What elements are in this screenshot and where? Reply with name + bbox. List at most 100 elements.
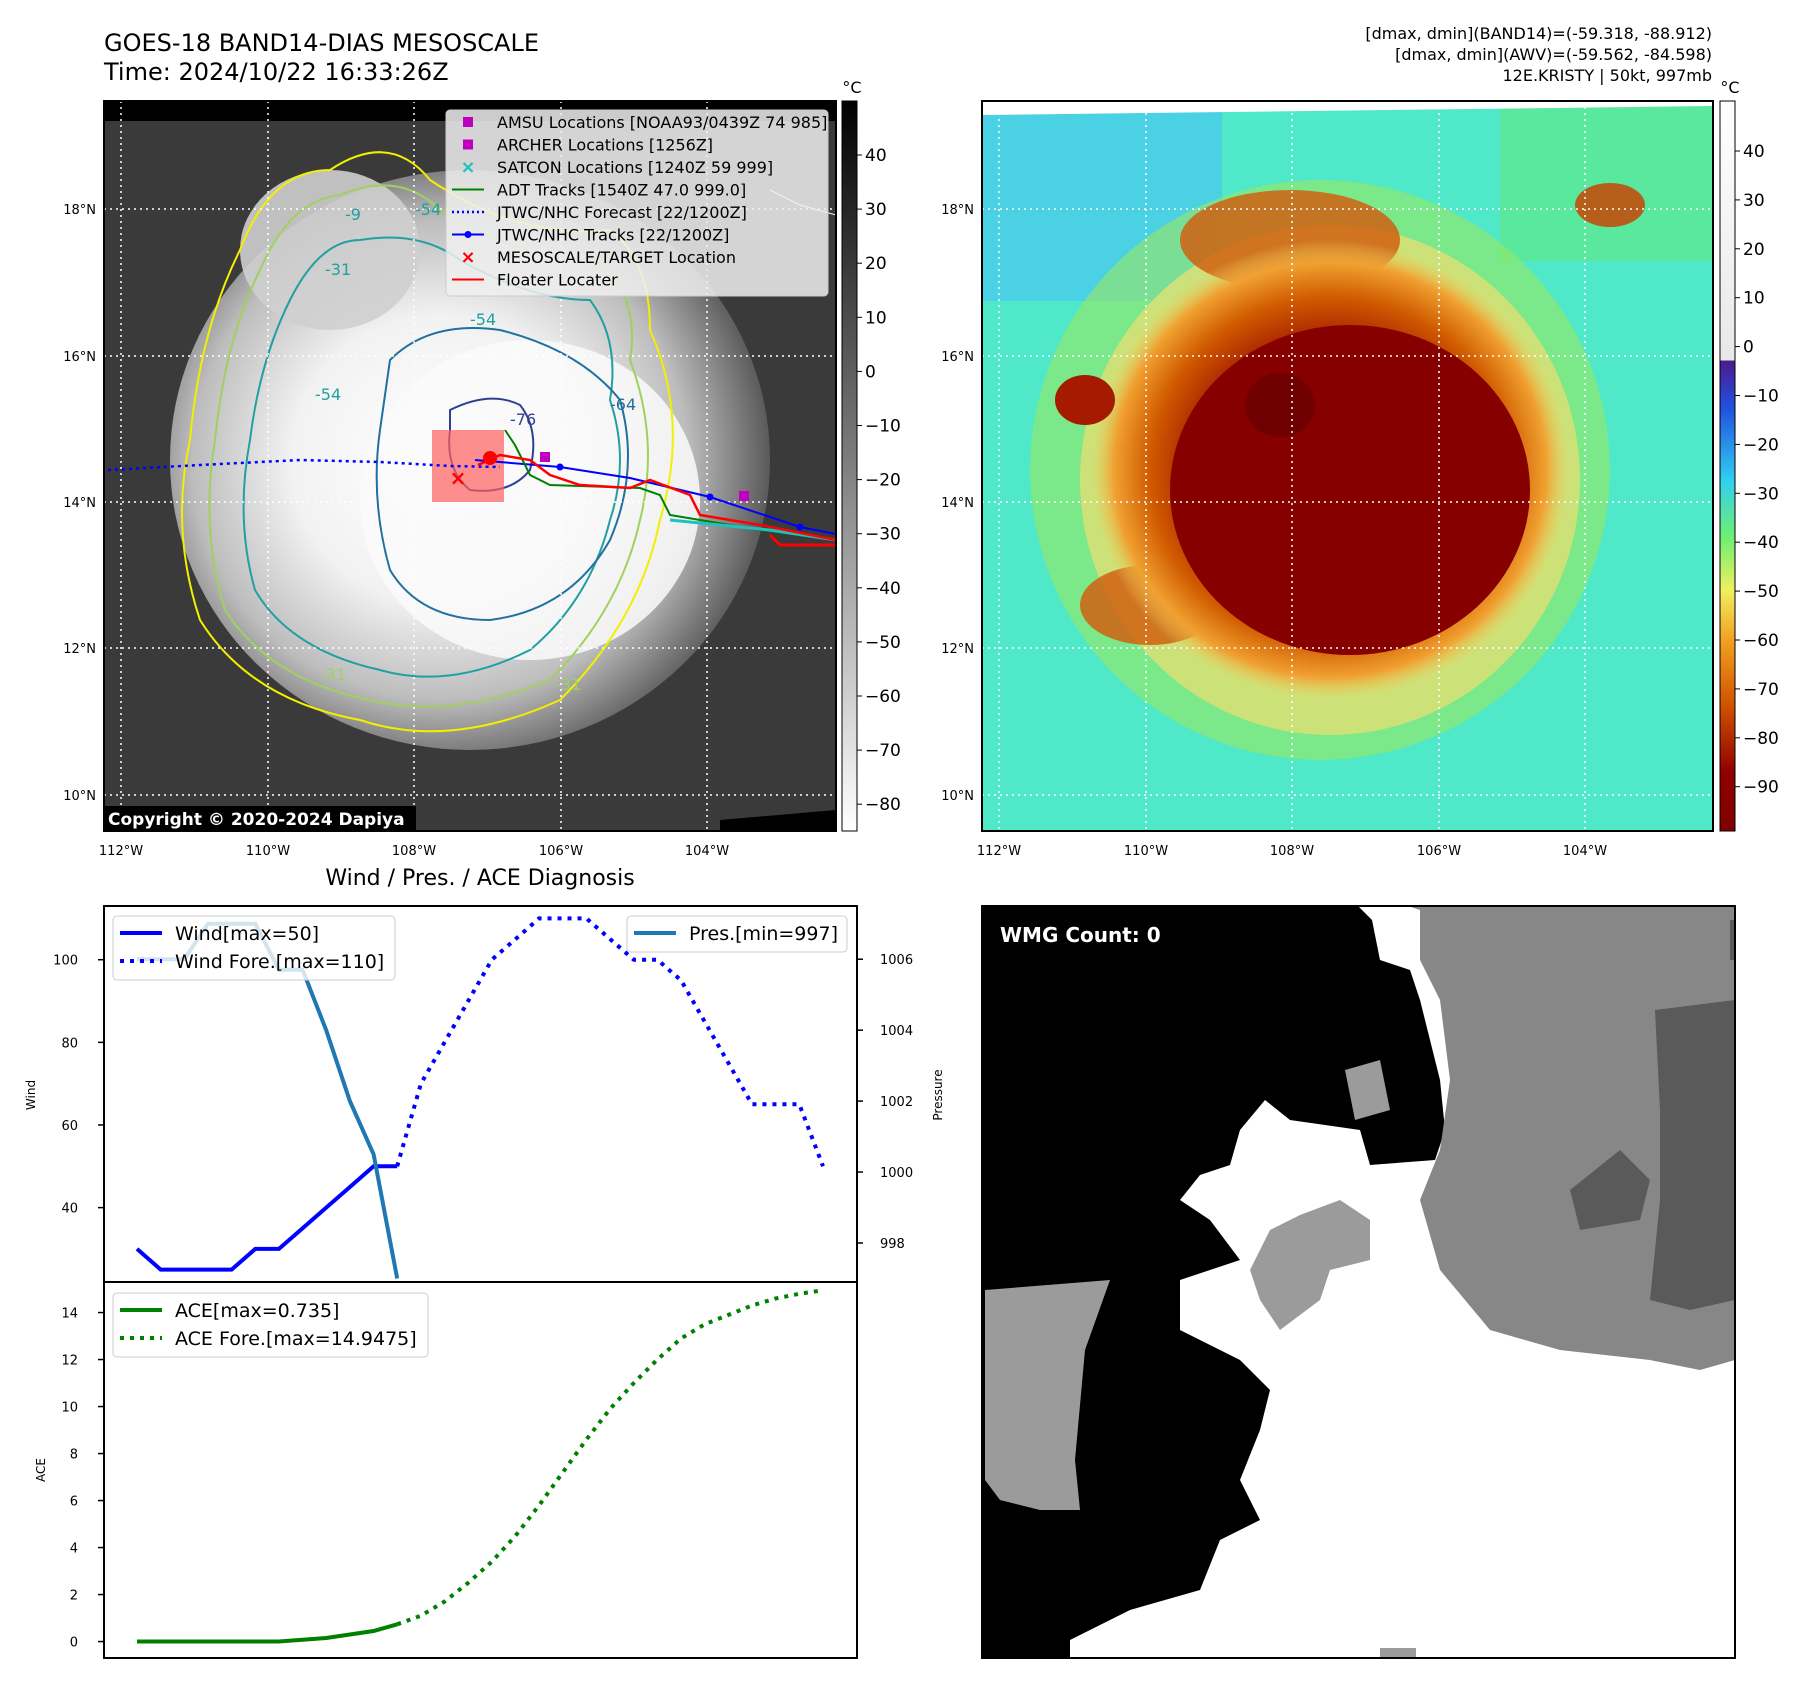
wind-pressure-chart: 40 60 80 100 998 1000 1002 1004 1006 Wind Pressure… [24,905,945,1283]
archer-marker [739,491,749,501]
contour-label: -31 [325,260,351,279]
colorbar-tick-label: −20 [865,471,901,491]
colorbar-tick-label: −20 [1743,435,1779,455]
legend-label: JTWC/NHC Tracks [22/1200Z] [496,226,729,245]
colorbar-tick-label: −70 [865,741,901,761]
colorbar-tick-label: −30 [1743,484,1779,504]
storm-info: 12E.KRISTY | 50kt, 997mb [1503,66,1713,85]
colorbar-tick-label: −30 [865,525,901,545]
legend-entry: Floater Locater [452,271,618,290]
contour-label: -76 [510,410,536,429]
colorbar-unit: °C [842,78,861,97]
colorbar-tick-label: 40 [865,146,887,166]
y-tick-label: 60 [61,1119,78,1134]
ace-chart: 0 2 4 6 8 10 12 14 ACE ACE[max=0.735] ACE Fore.[ma… [34,1281,858,1659]
wmg-gray-region [1408,906,1735,1370]
colorbar-tick-label: 20 [1743,240,1765,260]
y2-tick-label: 998 [880,1237,905,1252]
contour-minus-9 [181,151,674,733]
legend-label: JTWC/NHC Forecast [22/1200Z] [496,203,747,222]
y2-tick-label: 1006 [880,953,913,968]
contour-label: -64 [610,395,636,414]
awv-colorbar: °C 40 30 20 10 0 −10 −20 −30 −40 −50 −60 −70 −80 −90 [1719,78,1779,832]
figure-time: Time: 2024/10/22 16:33:26Z [103,58,449,86]
lat-tick-label: 16°N [63,350,96,365]
y2-tick-label: 1000 [880,1166,913,1181]
lat-tick-label: 14°N [63,496,96,511]
y2-tick-label: 1002 [880,1095,913,1110]
wind-forecast-line [395,916,825,1168]
colorbar-tick-label: −40 [1743,533,1779,553]
colorbar-unit: °C [1720,78,1739,97]
legend-label: ARCHER Locations [1256Z] [497,136,713,155]
y-tick-label: 80 [61,1036,78,1051]
colorbar-tick-label: 10 [865,308,887,328]
contour-label: -54 [470,310,496,329]
ir-colorbar: °C 40 30 20 10 0 −10 −20 −30 −40 −50 −60 −70 −80 [841,78,901,832]
colorbar-tick-label: −10 [1743,387,1779,407]
colorbar-tick-label: 10 [1743,289,1765,309]
legend-marker-x: × [460,247,475,268]
stats-band14: [dmax, dmin](BAND14)=(-59.318, -88.912) [1365,24,1712,43]
target-marker: × [450,466,467,490]
contour-label: -31 [320,665,346,684]
colorbar-tick-label: 20 [865,254,887,274]
legend-label: AMSU Locations [NOAA93/0439Z 74 985] [497,113,827,132]
colorbar-tick-label: 0 [1743,338,1754,358]
contour-label: -54 [315,385,341,404]
colorbar-tick-label: −40 [865,579,901,599]
colorbar-tick-label: −80 [1743,729,1779,749]
legend-label: Wind Fore.[max=110] [175,951,384,973]
lat-tick-label: 10°N [941,789,974,804]
y-tick-label: 12 [61,1354,78,1369]
amsu-marker [540,452,550,462]
lon-tick-label: 104°W [1563,844,1607,859]
y-axis-label: ACE [34,1458,48,1482]
wmg-black-region [982,906,1445,1658]
forecast-track [107,458,501,472]
lat-tick-label: 16°N [941,350,974,365]
legend-label: Floater Locater [497,271,618,290]
legend-entry: × SATCON Locations [1240Z 59 999] [460,157,773,178]
legend-label: Wind[max=50] [175,923,319,945]
copyright-box [104,806,416,831]
y-tick-label: 2 [70,1589,78,1604]
contour-label: -9 [345,205,361,224]
legend-marker-x: × [460,157,475,178]
y-tick-label: 4 [70,1542,78,1557]
ace-legend: ACE[max=0.735] ACE Fore.[max=14.9475] [112,1292,429,1358]
legend-marker-square [463,117,473,127]
legend-label: ADT Tracks [1540Z 47.0 999.0] [497,181,746,200]
figure-title: GOES-18 BAND14-DIAS MESOSCALE [104,29,539,57]
lon-tick-label: 104°W [685,844,729,859]
legend-label: MESOSCALE/TARGET Location [497,248,736,267]
legend-label: ACE[max=0.735] [175,1300,339,1322]
legend-entry: JTWC/NHC Forecast [22/1200Z] [452,203,747,222]
lon-tick-label: 112°W [977,844,1021,859]
lon-tick-label: 110°W [246,844,290,859]
contour-label: -54 [415,200,441,219]
y2-axis-label: Pressure [931,1069,945,1120]
legend-marker-square [463,139,473,150]
lon-tick-label: 108°W [1270,844,1314,859]
colorbar-tick-label: −10 [865,417,901,437]
colorbar-tick-label: −50 [1743,582,1779,602]
wmg-darkgray-region [1650,1000,1735,1310]
y-tick-label: 0 [70,1636,78,1651]
copyright: Copyright © 2020-2024 Dapiya [108,810,405,830]
legend-entry: × MESOSCALE/TARGET Location [460,247,736,268]
colorbar-tick-label: 30 [1743,191,1765,211]
colorbar-tick-label: 40 [1743,142,1765,162]
colorbar-tick-label: 0 [865,362,876,382]
lat-tick-label: 12°N [63,642,96,657]
legend-entry: JTWC/NHC Tracks [22/1200Z] [452,226,729,245]
floater-track [477,453,836,542]
contour-minus-64 [375,327,629,622]
lat-tick-label: 10°N [63,789,96,804]
y-tick-label: 100 [53,954,78,969]
wind-line [135,1164,398,1272]
lat-tick-label: 14°N [941,496,974,511]
diagnosis-title: Wind / Pres. / ACE Diagnosis [325,866,634,891]
colorbar-tick-label: −60 [865,687,901,707]
legend-label: SATCON Locations [1240Z 59 999] [497,158,773,177]
